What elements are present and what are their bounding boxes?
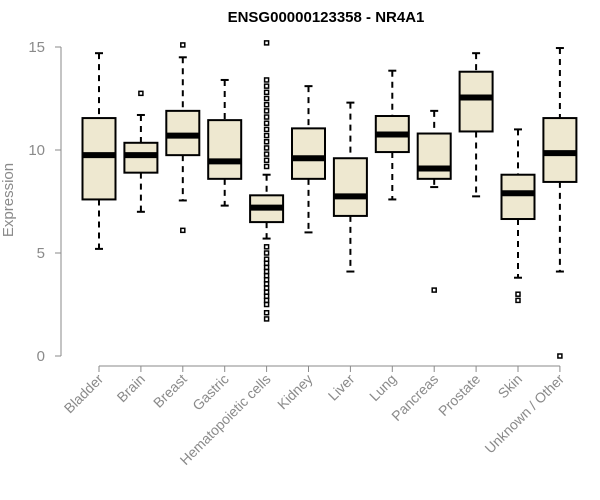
- y-tick-label: 5: [37, 245, 45, 262]
- outlier-point: [263, 101, 270, 108]
- y-tick-label: 0: [37, 348, 45, 365]
- y-axis-label: Expression: [0, 163, 17, 237]
- box-prostate: [458, 52, 494, 198]
- iqr-box: [291, 127, 326, 180]
- y-tick-label: 10: [28, 142, 45, 159]
- outlier-point: [263, 151, 270, 157]
- box-unknown-other: [542, 47, 578, 359]
- iqr-box: [81, 117, 117, 201]
- outlier-point: [263, 126, 270, 133]
- outlier-point: [263, 132, 270, 139]
- iqr-box: [458, 70, 494, 133]
- outlier-point: [263, 114, 270, 120]
- box-hematopoietic-cells: [249, 40, 285, 322]
- iqr-box: [500, 173, 536, 221]
- x-tick-label: Lung: [366, 371, 399, 404]
- iqr-box: [416, 132, 452, 180]
- outlier-point: [263, 244, 270, 250]
- x-tick-label: Bladder: [61, 371, 107, 417]
- outlier-point: [263, 163, 270, 170]
- outlier-point: [263, 250, 270, 256]
- outlier-point: [263, 40, 270, 46]
- box-pancreas: [416, 109, 452, 293]
- outlier-point: [263, 95, 270, 102]
- box-breast: [165, 42, 201, 234]
- boxes-group: [81, 40, 578, 359]
- x-tick-label: Prostate: [435, 371, 483, 419]
- outlier-point: [263, 139, 270, 145]
- box-bladder: [81, 52, 117, 250]
- outlier-point: [263, 309, 270, 316]
- box-lung: [374, 69, 410, 201]
- outlier-point: [263, 83, 270, 89]
- y-axis: 0 5 10 15: [28, 39, 62, 365]
- outlier-point: [180, 227, 186, 234]
- outlier-point: [263, 108, 270, 114]
- x-tick-label: Kidney: [274, 371, 316, 413]
- outlier-point: [263, 120, 270, 126]
- x-tick-label: Pancreas: [388, 371, 441, 424]
- outlier-point: [263, 145, 270, 151]
- outlier-point: [263, 157, 270, 164]
- outlier-point: [263, 316, 270, 322]
- outlier-point: [263, 89, 270, 96]
- outlier-point: [431, 287, 437, 293]
- outlier-point: [515, 291, 521, 297]
- iqr-box: [542, 117, 578, 183]
- outlier-point: [557, 353, 563, 359]
- box-liver: [332, 101, 368, 273]
- x-tick-label: Unknown / Other: [481, 371, 567, 457]
- box-brain: [123, 90, 159, 213]
- y-tick-label: 15: [28, 39, 45, 56]
- x-tick-label: Skin: [495, 371, 526, 402]
- iqr-box: [332, 157, 368, 217]
- box-skin: [500, 128, 536, 304]
- outlier-point: [263, 77, 270, 83]
- box-gastric: [207, 78, 243, 207]
- outlier-point: [263, 256, 270, 262]
- outlier-point: [180, 42, 186, 48]
- x-tick-label: Brain: [114, 371, 148, 405]
- outlier-point: [515, 297, 521, 304]
- x-tick-label: Breast: [150, 371, 190, 411]
- iqr-box: [207, 119, 243, 180]
- x-tick-label: Liver: [325, 371, 358, 404]
- box-kidney: [291, 85, 326, 234]
- outlier-point: [138, 90, 144, 97]
- chart-title: ENSG00000123358 - NR4A1: [228, 9, 425, 26]
